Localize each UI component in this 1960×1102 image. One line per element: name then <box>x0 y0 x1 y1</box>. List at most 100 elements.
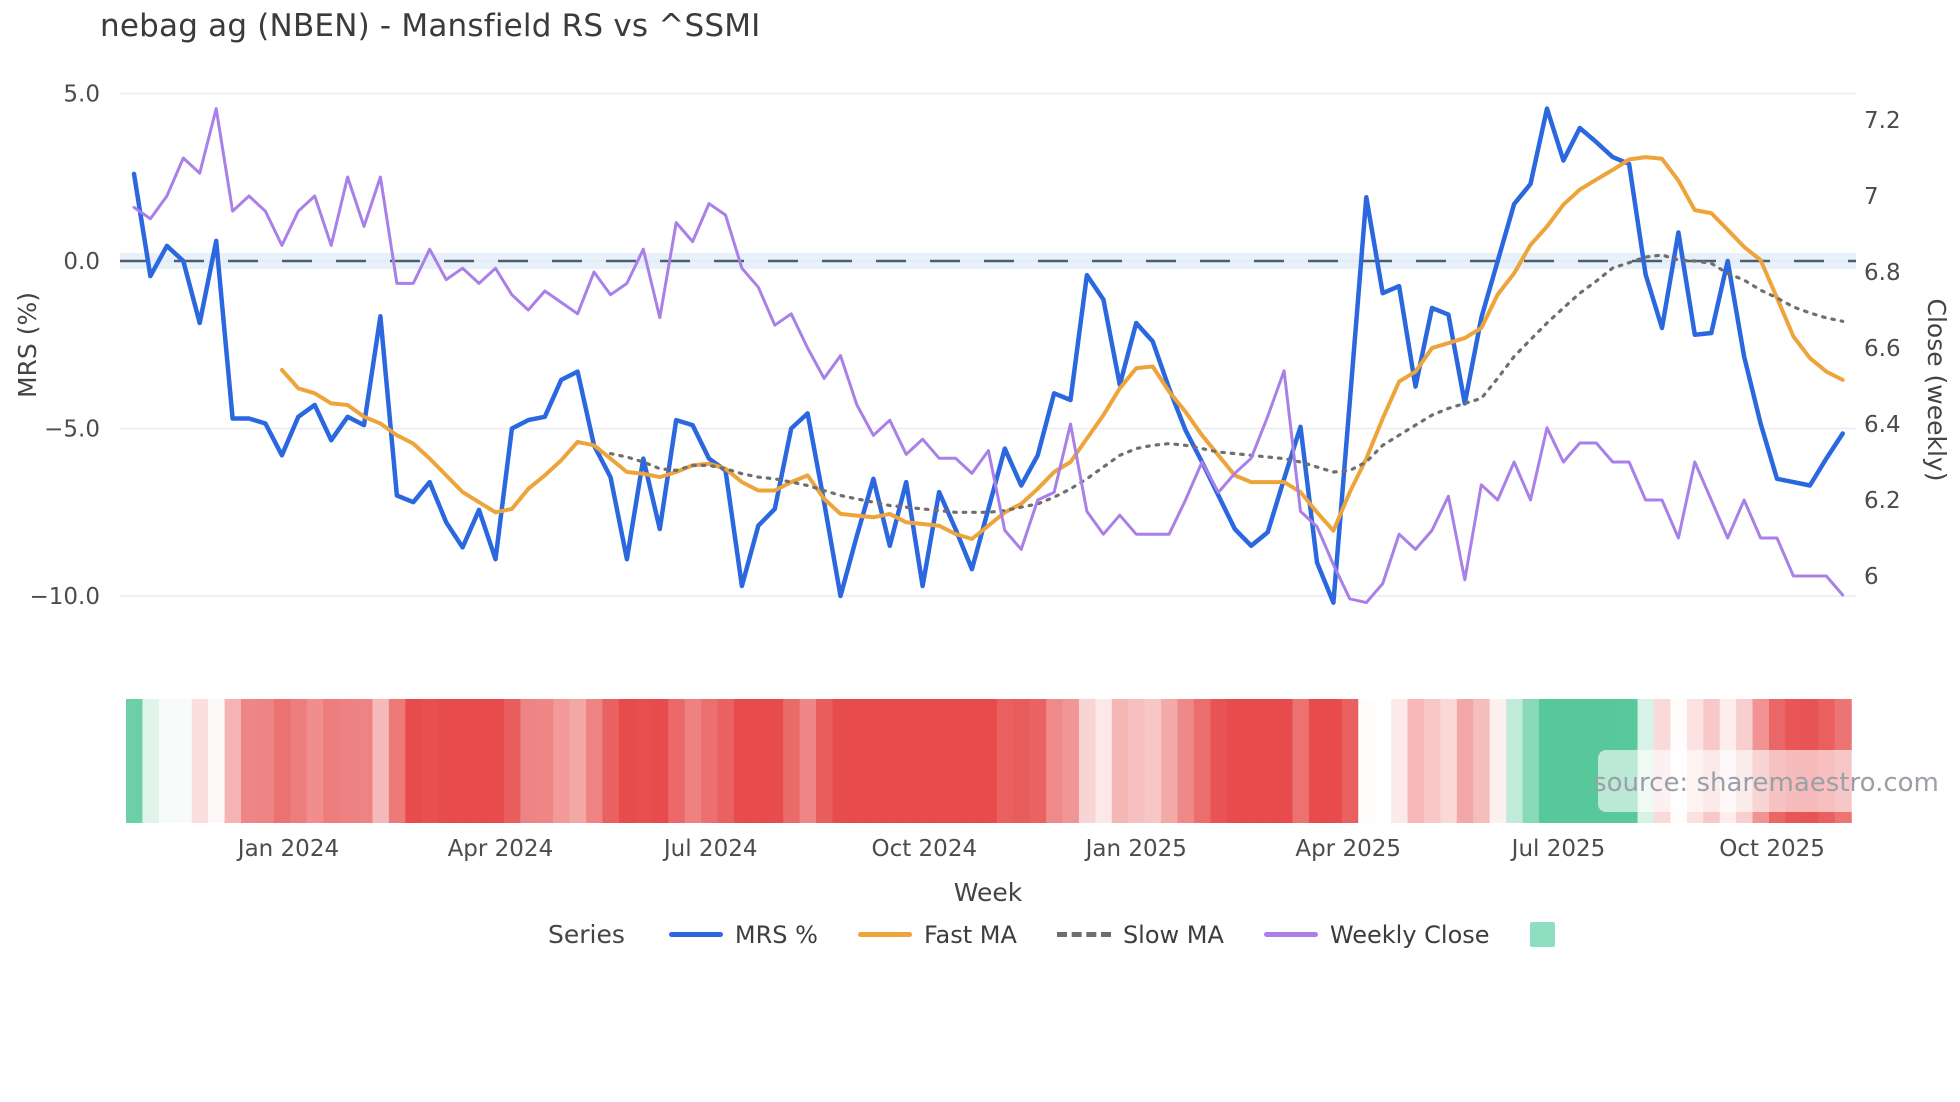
heatmap-cell[interactable] <box>208 699 226 823</box>
heatmap-cell[interactable] <box>1062 699 1080 823</box>
heatmap-cell[interactable] <box>1111 699 1129 823</box>
heatmap-cell[interactable] <box>799 699 817 823</box>
legend-item-mrs-%[interactable]: MRS % <box>668 921 818 949</box>
heatmap-cell[interactable] <box>1276 699 1294 823</box>
heatmap-cell[interactable] <box>635 699 653 823</box>
heatmap-cell[interactable] <box>1489 699 1507 823</box>
heatmap-cell[interactable] <box>931 699 949 823</box>
heatmap-cell[interactable] <box>1210 699 1228 823</box>
heatmap-cell[interactable] <box>701 699 719 823</box>
heatmap-cell[interactable] <box>241 699 259 823</box>
legend-item-slow-ma[interactable]: Slow MA <box>1056 920 1224 949</box>
heatmap-cell[interactable] <box>783 699 801 823</box>
heatmap-cell[interactable] <box>405 699 423 823</box>
heatmap-cell[interactable] <box>586 699 604 823</box>
heatmap-cell[interactable] <box>1226 699 1244 823</box>
heatmap-cell[interactable] <box>651 699 669 823</box>
series-line-weekly-close[interactable] <box>132 107 1845 605</box>
heatmap-cell[interactable] <box>257 699 275 823</box>
heatmap-cell[interactable] <box>438 699 456 823</box>
heatmap-cell[interactable] <box>1325 699 1343 823</box>
heatmap-cell[interactable] <box>1243 699 1261 823</box>
heatmap-cell[interactable] <box>1407 699 1425 823</box>
heatmap-cell[interactable] <box>553 699 571 823</box>
heatmap-cell[interactable] <box>898 699 916 823</box>
heatmap-cell[interactable] <box>569 699 587 823</box>
heatmap-cell[interactable] <box>306 699 324 823</box>
heatmap-cell[interactable] <box>1473 699 1491 823</box>
heatmap-cell[interactable] <box>1078 699 1096 823</box>
heatmap-cell[interactable] <box>503 699 521 823</box>
heatmap-cell[interactable] <box>1374 699 1392 823</box>
heatmap-cell[interactable] <box>1341 699 1359 823</box>
heatmap-cell[interactable] <box>947 699 965 823</box>
heatmap-cell[interactable] <box>1538 699 1557 823</box>
heatmap-cell[interactable] <box>766 699 784 823</box>
heatmap-cell[interactable] <box>372 699 390 823</box>
heatmap-cell[interactable] <box>454 699 472 823</box>
heatmap-cell[interactable] <box>733 699 751 823</box>
heatmap-cell[interactable] <box>865 699 883 823</box>
heatmap-cell[interactable] <box>273 699 291 823</box>
heatmap-cell[interactable] <box>1292 699 1310 823</box>
heatmap-cell[interactable] <box>816 699 834 823</box>
heatmap-cell[interactable] <box>126 699 144 823</box>
heatmap-cell[interactable] <box>224 699 242 823</box>
heatmap-cell[interactable] <box>1506 699 1524 823</box>
heatmap-cell[interactable] <box>848 699 866 823</box>
heatmap-cell[interactable] <box>750 699 768 823</box>
heatmap-cell[interactable] <box>1046 699 1064 823</box>
heatmap-cell[interactable] <box>1456 699 1474 823</box>
heatmap-cell[interactable] <box>881 699 899 823</box>
heatmap-cell[interactable] <box>1095 699 1113 823</box>
heatmap-cell[interactable] <box>536 699 554 823</box>
heatmap-cell[interactable] <box>1177 699 1195 823</box>
heatmap-cell[interactable] <box>1144 699 1162 823</box>
heatmap-cell[interactable] <box>1308 699 1326 823</box>
heatmap-cell[interactable] <box>1128 699 1146 823</box>
heatmap-cell[interactable] <box>1358 699 1376 823</box>
legend-item-heatmap[interactable] <box>1529 922 1555 947</box>
heatmap-cell[interactable] <box>290 699 308 823</box>
heatmap-cell[interactable] <box>356 699 374 823</box>
heatmap-cell[interactable] <box>1391 699 1409 823</box>
heatmap-cell[interactable] <box>668 699 686 823</box>
heatmap-cell[interactable] <box>339 699 357 823</box>
heatmap-cell[interactable] <box>1555 699 1573 823</box>
heatmap-cell[interactable] <box>618 699 636 823</box>
heatmap-cell[interactable] <box>158 699 176 823</box>
heatmap-cell[interactable] <box>602 699 620 823</box>
legend-item-weekly-close[interactable]: Weekly Close <box>1263 921 1490 949</box>
heatmap-cell[interactable] <box>1029 699 1047 823</box>
heatmap-cell[interactable] <box>914 699 932 823</box>
heatmap-cell[interactable] <box>717 699 735 823</box>
heatmap-cell[interactable] <box>142 699 160 823</box>
heatmap-cell[interactable] <box>996 699 1014 823</box>
heatmap-cell[interactable] <box>323 699 341 823</box>
series-line-slow-ma[interactable] <box>608 253 1845 514</box>
series-line-mrs-%[interactable] <box>131 106 1845 605</box>
heatmap-cell[interactable] <box>487 699 505 823</box>
series-line-fast-ma[interactable] <box>279 155 1845 541</box>
heatmap-cell[interactable] <box>832 699 850 823</box>
heatmap-cell[interactable] <box>980 699 998 823</box>
heatmap-cell[interactable] <box>1440 699 1458 823</box>
heatmap-cell[interactable] <box>421 699 439 823</box>
heatmap-cell[interactable] <box>1193 699 1211 823</box>
heatmap-cell[interactable] <box>1259 699 1277 823</box>
heatmap-cell[interactable] <box>1161 699 1179 823</box>
heatmap-cell[interactable] <box>1013 699 1031 823</box>
heatmap-cell[interactable] <box>191 699 209 823</box>
heatmap-cell[interactable] <box>471 699 489 823</box>
heatmap-cell[interactable] <box>684 699 702 823</box>
heatmap-cell[interactable] <box>1522 699 1540 823</box>
heatmap-cell[interactable] <box>388 699 406 823</box>
legend-label: Slow MA <box>1122 920 1224 949</box>
heatmap-cell[interactable] <box>963 699 981 823</box>
heatmap-cell[interactable] <box>1571 699 1589 823</box>
heatmap-cell[interactable] <box>175 699 193 823</box>
heatmap-cell[interactable] <box>520 699 538 823</box>
heatmap-cell[interactable] <box>1423 699 1441 823</box>
legend-item-fast-ma[interactable]: Fast MA <box>857 921 1017 949</box>
